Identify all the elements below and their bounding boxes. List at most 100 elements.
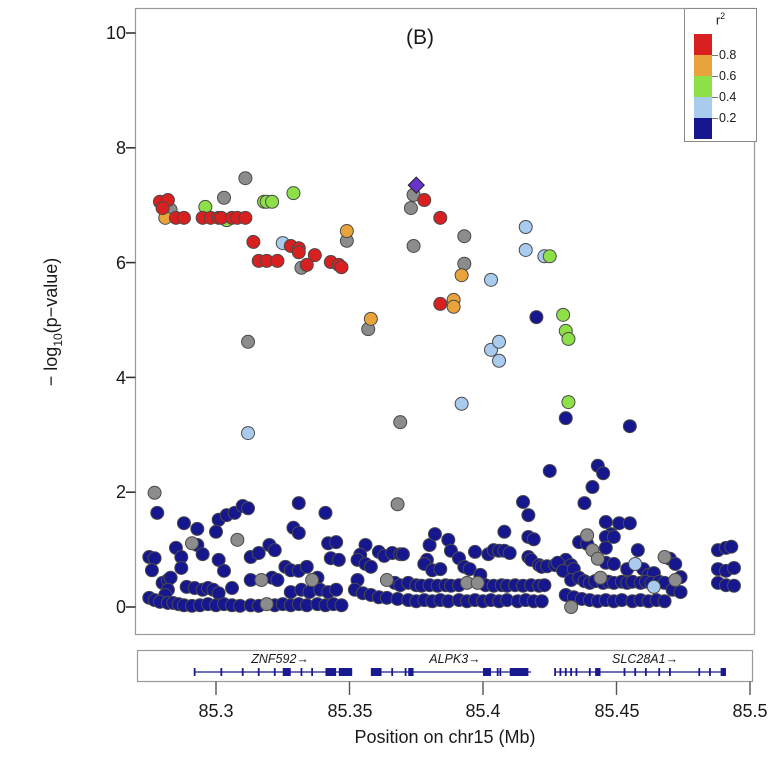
snp-point [526,532,541,547]
snp-point [433,296,448,311]
snp-point [590,551,605,566]
y-axis-label-subscript: 10 [50,333,65,347]
legend-color-swatch [694,34,712,55]
snp-point [291,496,306,511]
gene-exon [391,668,394,676]
snp-point [726,560,741,575]
gene-exon [509,668,529,676]
snp-point [564,600,579,614]
gene-exon [370,668,382,676]
legend-tick-mark [712,97,718,98]
snp-point [270,573,285,588]
gene-exon [669,668,671,676]
legend-label-0-6: 0.6 [719,69,737,83]
lead-snp-diamond [407,176,425,194]
gene-exon [570,668,573,676]
snp-point [585,480,600,495]
snp-point [339,224,354,239]
snp-point [598,540,613,555]
snp-point [433,210,448,225]
gene-exon [588,668,591,676]
snp-point [657,550,672,565]
snp-point [241,426,256,441]
gene-exon [634,668,637,676]
gene-exon [496,668,499,676]
snp-point [329,535,344,550]
snp-point [492,334,507,349]
snp-point [433,562,448,577]
snp-point [497,524,512,539]
snp-point [291,245,306,260]
snp-point [406,238,421,253]
legend-color-swatch [694,97,712,118]
gene-exon [698,668,701,676]
gene-exon [720,668,726,676]
snp-point [529,310,544,325]
snp-point [622,419,637,434]
snp-point [580,528,595,543]
gene-exon [338,668,353,676]
gene-exon [595,668,601,676]
snp-point [628,556,643,571]
gene-exon [658,668,661,676]
gene-exon [499,668,502,676]
snp-point [630,543,645,558]
snp-point [209,524,223,539]
gene-exon [408,668,414,676]
snp-point [542,463,557,478]
snp-point [267,543,282,558]
gene-label-znf592: ZNF592→ [251,652,309,666]
legend-tick-mark [712,76,718,77]
snp-point [516,494,531,509]
snp-point [598,515,613,530]
gene-exon [559,668,562,676]
snp-point [724,539,739,554]
legend-label-0-8: 0.8 [719,48,737,62]
snp-point [537,578,552,593]
snp-point [484,272,499,287]
snp-point [190,521,205,536]
gene-exon [311,668,314,676]
snp-point [259,597,274,612]
gene-exon [644,668,647,676]
snp-point [241,334,256,349]
gene-exon [623,668,626,676]
legend-title: r2 [685,11,756,27]
snp-point [446,299,461,314]
x-axis-label: Position on chr15 (Mb) [354,727,536,747]
plot-panel-border [134,7,756,636]
snp-point [246,234,261,249]
snp-point [657,594,672,609]
y-tick-label-0: 0 [115,597,126,617]
snp-point [561,395,576,410]
snp-point [291,525,306,540]
gene-label-alpk3: ALPK3→ [429,652,481,666]
snp-point [673,585,688,600]
legend-color-swatch [694,118,712,139]
snp-point [462,562,477,577]
snp-point [395,547,410,562]
snp-point [217,563,232,578]
gene-exon [193,668,196,676]
legend-label-0-4: 0.4 [719,90,737,104]
snp-point [334,260,349,275]
snp-point [467,544,482,559]
snp-point [668,556,683,571]
snp-point [238,210,253,225]
r2-legend: r2 0.8 0.6 0.4 0.2 [684,8,757,142]
snp-point [334,598,349,613]
snp-point [606,529,621,544]
snp-point [147,485,162,500]
snp-point [390,497,405,512]
gene-exon [282,668,291,676]
snp-point [556,307,571,322]
y-tick-label-6: 6 [115,253,126,273]
snp-point [454,268,469,283]
x-tick-label-85-45: 85.45 [594,701,640,721]
snp-point [254,573,269,588]
snp-point [502,546,517,561]
gene-label-slc28a1: SLC28A1→ [612,652,679,666]
snp-point [305,573,320,588]
legend-tick-mark [712,55,718,56]
snp-point [457,256,472,271]
